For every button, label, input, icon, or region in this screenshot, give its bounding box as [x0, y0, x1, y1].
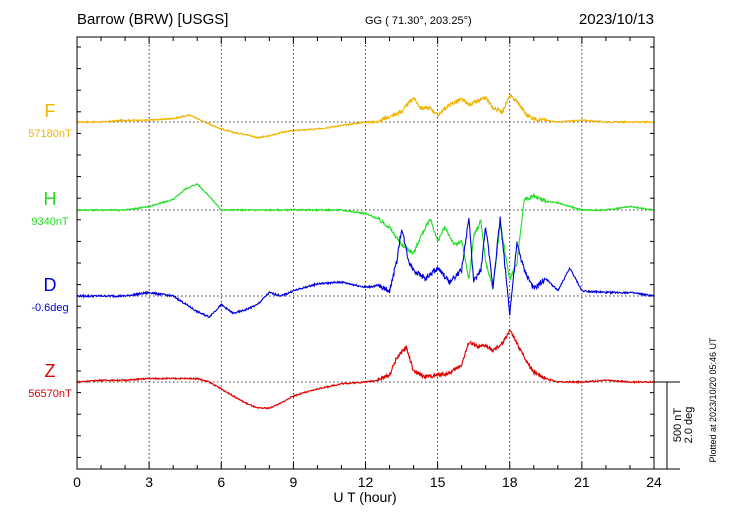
- x-tick-labels: 0 3 6 9 12 15 18 21 24: [73, 474, 662, 490]
- scale-bar: 500 nT 2.0 deg: [654, 381, 695, 470]
- x-tick-label-0: 0: [73, 474, 81, 490]
- x-axis-label: U T (hour): [333, 489, 396, 505]
- series-lines: [76, 93, 655, 410]
- series-line-F: [76, 93, 654, 140]
- channel-name-Z: Z: [45, 361, 56, 381]
- channel-baseline-H: 9340nT: [31, 216, 69, 228]
- scale-deg-label: 2.0 deg: [683, 407, 695, 444]
- channel-baseline-Z: 56570nT: [28, 388, 72, 400]
- grid-lines: [148, 37, 583, 469]
- channel-name-D: D: [44, 275, 57, 295]
- coordinates-label: GG ( 71.30°, 203.25°): [365, 15, 472, 27]
- channel-name-H: H: [44, 189, 57, 209]
- x-tick-label-9: 9: [289, 474, 297, 490]
- series-line-Z: [76, 329, 655, 410]
- axis-ticks: [76, 37, 655, 469]
- plotted-timestamp: Plotted at 2023/10/20 05:46 UT: [708, 337, 718, 463]
- series-line-D: [76, 216, 655, 319]
- x-tick-label-15: 15: [430, 474, 446, 490]
- series-line-H: [76, 183, 655, 290]
- x-tick-label-18: 18: [502, 474, 518, 490]
- station-title: Barrow (BRW) [USGS]: [77, 11, 228, 28]
- x-tick-label-24: 24: [646, 474, 662, 490]
- channel-name-F: F: [45, 101, 56, 121]
- channel-labels: F 57180nT H 9340nT D -0.6deg Z 56570nT: [28, 101, 72, 400]
- x-tick-label-6: 6: [217, 474, 225, 490]
- channel-baseline-F: 57180nT: [28, 128, 72, 140]
- date-label: 2023/10/13: [579, 11, 654, 28]
- channel-baseline-D: -0.6deg: [31, 302, 68, 314]
- x-tick-label-21: 21: [574, 474, 590, 490]
- x-tick-label-3: 3: [145, 474, 153, 490]
- scale-nt-label: 500 nT: [672, 408, 684, 443]
- x-tick-label-12: 12: [358, 474, 374, 490]
